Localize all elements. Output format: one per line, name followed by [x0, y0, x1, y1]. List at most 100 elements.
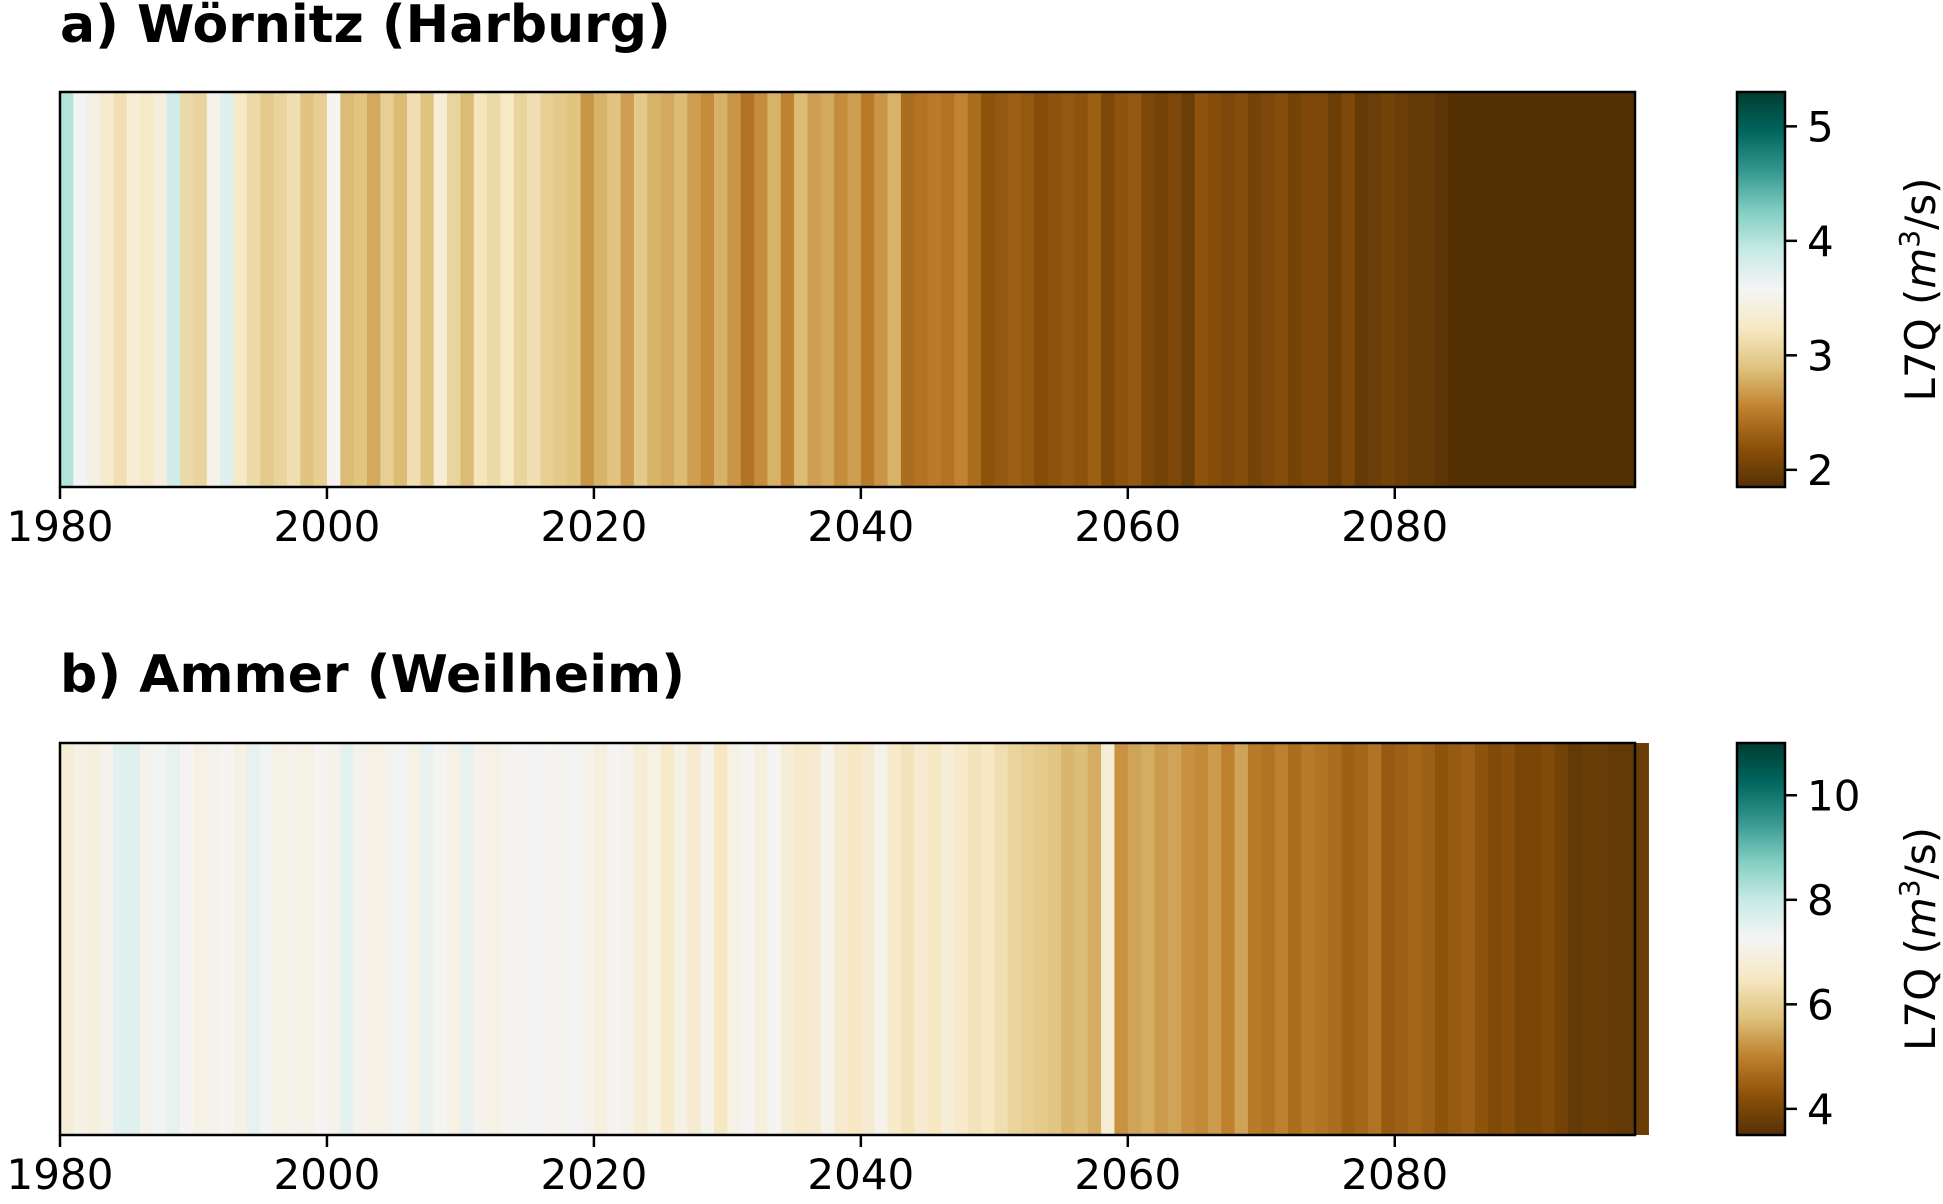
stripe-1985	[126, 92, 141, 487]
stripe-2029	[714, 743, 728, 1135]
stripe-2010	[460, 743, 475, 1135]
stripe-2059	[1114, 92, 1129, 487]
stripe-2020	[593, 743, 608, 1135]
stripe-1983	[100, 743, 114, 1135]
stripe-2003	[366, 743, 381, 1135]
stripe-1991	[206, 743, 221, 1135]
stripe-2006	[407, 92, 421, 487]
panel-a-frame	[58, 90, 1637, 489]
stripe-2063	[1167, 743, 1182, 1135]
stripe-1996	[273, 92, 288, 487]
stripe-2025	[660, 743, 675, 1135]
stripe-2062	[1154, 92, 1169, 487]
stripe-2093	[1568, 743, 1583, 1135]
stripe-2029	[714, 92, 728, 487]
x-tick-label-1980: 1980	[7, 1150, 114, 1199]
stripe-1989	[180, 92, 195, 487]
stripe-2018	[567, 92, 582, 487]
stripe-2027	[687, 92, 702, 487]
x-tick-label-2000: 2000	[274, 502, 381, 551]
stripe-2078	[1368, 743, 1382, 1135]
stripe-2017	[553, 92, 568, 487]
stripe-2004	[380, 92, 395, 487]
stripe-1982	[86, 92, 101, 487]
stripe-2091	[1541, 92, 1556, 487]
colorbar-tick-label-4: 4	[1807, 1085, 1834, 1134]
stripe-2055	[1061, 743, 1076, 1135]
stripe-2082	[1421, 92, 1436, 487]
stripe-2011	[473, 743, 488, 1135]
stripe-2001	[340, 743, 355, 1135]
stripe-2071	[1274, 92, 1289, 487]
stripe-2030	[727, 743, 742, 1135]
stripe-2038	[834, 743, 849, 1135]
stripe-2046	[940, 743, 955, 1135]
stripe-1997	[286, 92, 301, 487]
stripe-2019	[580, 743, 595, 1135]
stripe-1992	[220, 743, 235, 1135]
stripe-2069	[1247, 92, 1262, 487]
stripe-1987	[153, 92, 168, 487]
stripe-2060	[1127, 743, 1142, 1135]
stripe-2048	[967, 743, 982, 1135]
stripe-1984	[113, 743, 128, 1135]
stripe-2012	[487, 743, 502, 1135]
stripe-2010	[460, 92, 475, 487]
stripe-2044	[914, 743, 929, 1135]
stripe-2040	[860, 743, 875, 1135]
stripe-2038	[834, 92, 849, 487]
stripe-2064	[1181, 92, 1196, 487]
stripe-2014	[513, 92, 528, 487]
stripe-2067	[1221, 92, 1236, 487]
stripe-2075	[1328, 92, 1342, 487]
stripe-2065	[1194, 743, 1209, 1135]
stripe-1998	[300, 92, 315, 487]
stripe-2079	[1381, 92, 1396, 487]
stripe-2092	[1554, 92, 1569, 487]
stripe-2085	[1461, 743, 1476, 1135]
stripe-2051	[1007, 743, 1022, 1135]
stripe-1982	[86, 743, 101, 1135]
stripe-2034	[780, 743, 795, 1135]
stripe-2015	[527, 743, 542, 1135]
stripe-1999	[313, 743, 328, 1135]
stripe-2035	[794, 743, 809, 1135]
stripe-2095	[1594, 743, 1609, 1135]
stripe-1987	[153, 743, 168, 1135]
x-tick-label-2060: 2060	[1074, 1150, 1181, 1199]
stripe-2087	[1488, 92, 1503, 487]
stripe-2013	[500, 92, 515, 487]
colorbar-tick-label-8: 8	[1807, 876, 1834, 925]
stripe-1999	[313, 92, 328, 487]
stripe-2033	[767, 92, 782, 487]
stripe-2072	[1287, 92, 1302, 487]
stripe-2000	[326, 743, 341, 1135]
stripe-2014	[513, 743, 528, 1135]
stripe-2034	[780, 92, 795, 487]
stripe-2074	[1314, 92, 1329, 487]
colorbar-tick-label-6: 6	[1807, 980, 1834, 1029]
stripe-2022	[620, 743, 635, 1135]
stripe-2068	[1234, 92, 1249, 487]
stripe-2084	[1448, 92, 1463, 487]
stripe-2089	[1514, 92, 1529, 487]
panel-b-colorbar: 4 6 8 10 L7Q (m3/s)	[1735, 741, 1943, 1137]
x-tick-label-2020: 2020	[540, 1150, 647, 1199]
stripe-2023	[633, 92, 648, 487]
stripe-2060	[1127, 92, 1142, 487]
stripe-2031	[740, 743, 755, 1135]
stripe-2074	[1314, 743, 1329, 1135]
stripe-1998	[300, 743, 315, 1135]
stripe-2059	[1114, 743, 1129, 1135]
stripe-2035	[794, 92, 809, 487]
stripe-2058	[1101, 92, 1116, 487]
panel-b: b) Ammer (Weilheim) 1980 2000 2020 2040 2060…	[7, 645, 1943, 1199]
stripe-2098	[1635, 743, 1649, 1135]
stripe-2058	[1101, 743, 1116, 1135]
panel-b-colorbar-ticks: 4 6 8 10	[1785, 771, 1860, 1134]
stripe-1990	[193, 92, 208, 487]
stripe-2073	[1301, 743, 1316, 1135]
stripe-1996	[273, 743, 288, 1135]
stripe-2042	[887, 743, 902, 1135]
